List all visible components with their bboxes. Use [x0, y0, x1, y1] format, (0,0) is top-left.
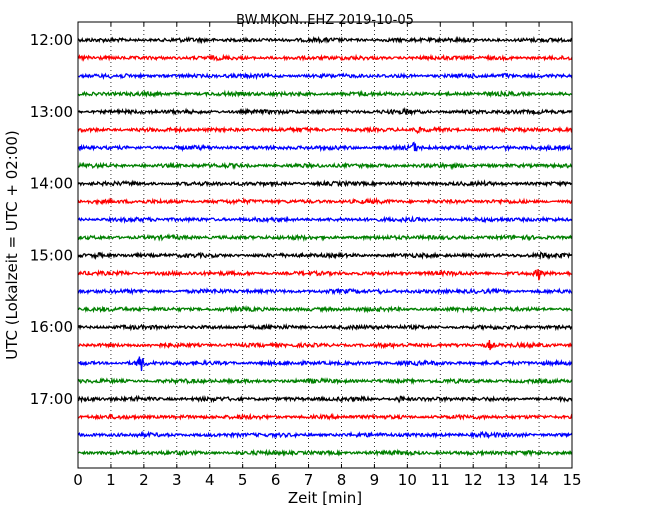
trace-row-1715 [78, 412, 573, 421]
trace-row-1600 [77, 322, 573, 332]
x-tick-label: 14 [530, 471, 549, 489]
trace-row-1515 [77, 269, 573, 281]
x-axis-label: Zeit [min] [288, 489, 362, 507]
trace-row-1530 [77, 287, 573, 296]
x-tick-label: 12 [464, 471, 483, 489]
trace-row-1400 [77, 179, 573, 188]
x-tick-label: 10 [398, 471, 417, 489]
trace-row-1330 [77, 141, 573, 153]
x-tick-label: 4 [205, 471, 215, 489]
chart-title: BW.MKON..EHZ 2019-10-05 [236, 13, 414, 28]
x-tick-label: 13 [497, 471, 516, 489]
y-tick-label: 16:00 [30, 318, 73, 336]
trace-row-1615 [77, 339, 573, 351]
x-tick-label: 6 [271, 471, 281, 489]
y-axis-label: UTC (Lokalzeit = UTC + 02:00) [3, 130, 21, 360]
trace-row-1730 [77, 430, 573, 440]
trace-row-1345 [77, 161, 573, 171]
x-tick-label: 3 [172, 471, 182, 489]
trace-row-1745 [77, 448, 573, 458]
trace-row-1545 [78, 304, 573, 314]
x-tick-label: 8 [337, 471, 347, 489]
y-tick-label: 15:00 [30, 246, 73, 264]
trace-row-1415 [77, 196, 573, 206]
x-tick-label: 2 [139, 471, 149, 489]
grid [110, 22, 540, 468]
ticks: 0 1 2 3 4 5 6 7 8 9 10 11 12 13 14 1512:0013:0014:0015:… [30, 22, 582, 489]
y-tick-label: 14:00 [30, 175, 73, 193]
trace-row-1230 [77, 71, 573, 81]
trace-row-1430 [77, 215, 573, 224]
trace-row-1215 [77, 53, 573, 62]
trace-row-1500 [77, 251, 573, 261]
x-tick-label: 9 [370, 471, 380, 489]
x-tick-label: 7 [304, 471, 314, 489]
y-tick-label: 13:00 [30, 103, 73, 121]
x-tick-label: 1 [106, 471, 116, 489]
plot-frame [77, 21, 573, 469]
trace-row-1200 [77, 35, 572, 45]
y-tick-label: 17:00 [30, 390, 73, 408]
x-tick-label: 5 [238, 471, 248, 489]
trace-row-1445 [77, 232, 573, 243]
trace-row-1245 [77, 89, 573, 99]
x-tick-label: 11 [431, 471, 450, 489]
trace-row-1645 [77, 377, 573, 386]
trace-row-1700 [77, 394, 573, 404]
trace-row-1315 [77, 125, 573, 135]
trace-row-1630 [77, 356, 573, 372]
x-tick-label: 0 [73, 471, 83, 489]
y-tick-label: 12:00 [30, 31, 73, 49]
x-tick-label: 15 [562, 471, 581, 489]
trace-row-1300 [77, 106, 573, 117]
traces [77, 35, 573, 458]
